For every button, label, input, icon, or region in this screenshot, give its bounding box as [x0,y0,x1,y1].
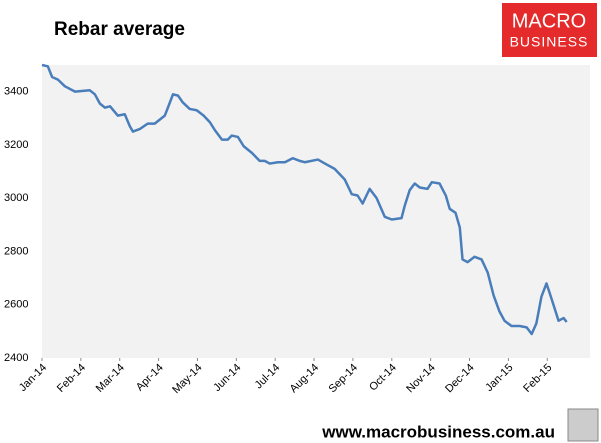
x-tick-label: Mar-14 [94,362,127,395]
chart-title: Rebar average [54,19,185,40]
x-tick-label: Dec-14 [443,362,477,396]
y-tick-label: 2600 [4,299,28,311]
x-tick-label: Jun-14 [211,362,243,394]
logo-text: MACRO [512,10,586,32]
y-tick-label: 3000 [4,192,28,204]
x-tick-label: Jan-14 [17,362,49,394]
x-tick-label: Feb-15 [521,362,554,395]
y-tick-label: 2800 [4,245,28,257]
x-tick-label: Sep-14 [327,362,361,396]
x-tick-label: Jul-14 [253,362,283,392]
logo-text: BUSINESS [510,34,589,50]
y-tick-label: 2400 [4,352,28,364]
x-tick-label: Apr-14 [134,362,166,394]
x-tick-label: Jan-15 [483,362,515,394]
logo-box [502,3,597,57]
footer: www.macrobusiness.com.au [321,422,555,441]
x-tick-label: Oct-14 [367,362,399,394]
x-tick-label: May-14 [170,362,204,396]
y-tick-label: 3200 [4,139,28,151]
x-tick-label: Nov-14 [404,362,438,396]
y-tick-label: 3400 [4,86,28,98]
logo-icon [567,408,599,442]
x-tick-label: Aug-14 [288,362,322,396]
plot-area [42,65,590,358]
x-tick-label: Feb-14 [55,362,88,395]
line-series [41,63,568,336]
